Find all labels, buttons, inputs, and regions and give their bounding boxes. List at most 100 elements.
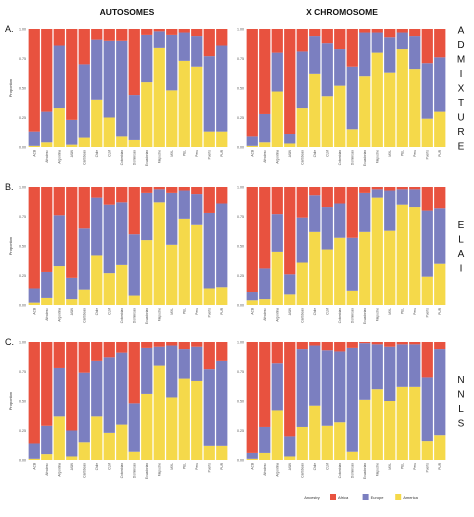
x-tick-label: Colombian [120, 463, 124, 478]
bar-segment-africa-dominican [346, 187, 358, 238]
bar-segment-america-mxl [384, 401, 396, 460]
y-tick-label: 0.75 [237, 370, 244, 374]
y-tick-label: 0.75 [237, 215, 244, 219]
bar-segment-europe-colombian [334, 203, 346, 238]
bar-segment-america-dominican [346, 129, 358, 147]
bar-segment-america-peru [191, 66, 203, 147]
bar-segment-europe-asw [66, 430, 78, 457]
bar-segment-africa-ecuadorian [359, 29, 371, 33]
bar-segment-europe-puerto [203, 212, 215, 289]
bar-segment-america-mxl [166, 90, 178, 147]
legend-label-europe: Europe [371, 495, 385, 500]
panel-letter: C. [5, 337, 14, 347]
legend-label-africa: Africa [338, 495, 349, 500]
bar-segment-africa-afrodesc [259, 342, 271, 427]
x-tick-label: Peru [195, 463, 199, 470]
method-label-letter: U [457, 113, 464, 124]
bar-segment-america-chile [309, 405, 321, 460]
y-tick-label: 0.75 [237, 57, 244, 61]
bar-segment-america-puerto [421, 118, 433, 147]
bar-segment-america-dominican [128, 295, 140, 305]
bar-segment-africa-colombian [116, 187, 128, 203]
x-tick-label: ACB [250, 150, 254, 157]
bar-segment-africa-asw [284, 29, 296, 135]
bar-segment-africa-caribbean [78, 342, 90, 373]
bar-segment-europe-mxl [166, 345, 178, 398]
y-tick-label: 1.00 [237, 340, 244, 344]
bar-segment-africa-pur [434, 187, 446, 209]
bar-segment-europe-pur [434, 349, 446, 436]
bar-segment-america-dominican [128, 451, 140, 460]
bar-segment-america-ecuadorian [141, 240, 153, 305]
bar-segment-europe-argentina [271, 363, 283, 411]
x-tick-label: Mapuche [157, 463, 161, 476]
x-tick-label: Afrodesc [45, 308, 49, 321]
y-tick-label: 0.50 [19, 244, 26, 248]
x-tick-label: PEL [182, 463, 186, 469]
bar-segment-america-asw [284, 456, 296, 460]
x-tick-label: Puerto [207, 463, 211, 473]
method-label-letter: A [458, 249, 465, 260]
bar-segment-america-pur [434, 111, 446, 147]
x-tick-label: Argentina [57, 150, 61, 164]
y-tick-label: 0.50 [19, 399, 26, 403]
y-tick-label: 0.75 [19, 57, 26, 61]
bar-segment-america-colombian [116, 264, 128, 305]
x-tick-label: ASW [70, 308, 74, 315]
bar-segment-europe-chile [91, 39, 103, 100]
bar-segment-america-puerto [421, 276, 433, 305]
x-tick-label: Caribbean [82, 308, 86, 323]
bar-segment-africa-ecuadorian [359, 187, 371, 193]
panel-letter: B. [5, 182, 14, 192]
x-tick-label: Colombian [120, 150, 124, 165]
bar-segment-america-asw [66, 144, 78, 147]
bar-segment-america-colombian [334, 85, 346, 147]
bar-segment-europe-asw [284, 134, 296, 144]
x-tick-label: CLM [325, 308, 329, 315]
bar-segment-africa-chile [91, 342, 103, 361]
bar-segment-europe-acb [28, 443, 40, 459]
bar-segment-africa-mxl [166, 29, 178, 35]
bar-segment-america-mapuche [371, 52, 383, 147]
x-tick-label: Puerto [425, 463, 429, 473]
x-tick-label: Puerto [207, 308, 211, 318]
bar-segment-europe-clm [103, 40, 115, 118]
bar-segment-europe-mapuche [153, 189, 165, 203]
x-tick-label: Mapuche [375, 150, 379, 163]
bar-segment-europe-caribbean [296, 217, 308, 263]
bar-segment-africa-pur [434, 29, 446, 58]
bar-segment-africa-asw [66, 29, 78, 120]
y-tick-label: 0.25 [237, 274, 244, 278]
bar-segment-america-argentina [53, 108, 65, 147]
bar-segment-america-chile [91, 416, 103, 460]
legend: Ancestry Africa Europe America [304, 494, 419, 500]
bar-segment-america-argentina [271, 91, 283, 147]
x-tick-label: Peru [195, 308, 199, 315]
bar-segment-america-acb [246, 458, 258, 460]
method-label-letter: A [458, 26, 465, 37]
bar-segment-europe-asw [66, 119, 78, 145]
bar-segment-america-pel [178, 60, 190, 147]
bar-segment-europe-acb [28, 288, 40, 303]
bar-segment-america-colombian [116, 136, 128, 147]
bar-segment-europe-colombian [334, 49, 346, 86]
y-tick-label: 0.00 [19, 145, 26, 149]
bar-segment-africa-clm [103, 187, 115, 205]
x-tick-label: Dominican [350, 308, 354, 323]
y-tick-label: 0.00 [237, 458, 244, 462]
bar-segment-africa-mxl [166, 342, 178, 346]
bar-segment-africa-argentina [271, 187, 283, 215]
x-tick-label: ACB [250, 308, 254, 315]
bar-segment-america-clm [321, 249, 333, 305]
bar-segment-africa-pel [178, 29, 190, 33]
bar-segment-america-chile [309, 231, 321, 305]
x-tick-label: Caribbean [300, 308, 304, 323]
chart-panel-a-autosomes: A. Proportion 0.00 0.25 0.50 0.75 1.00 ACB Afrod… [5, 24, 228, 166]
x-tick-label: Peru [195, 150, 199, 157]
bar-segment-africa-acb [28, 187, 40, 289]
bar-segment-europe-puerto [203, 369, 215, 446]
y-tick-label: 0.50 [237, 244, 244, 248]
bar-segment-europe-acb [246, 136, 258, 146]
x-tick-label: PEL [182, 150, 186, 156]
